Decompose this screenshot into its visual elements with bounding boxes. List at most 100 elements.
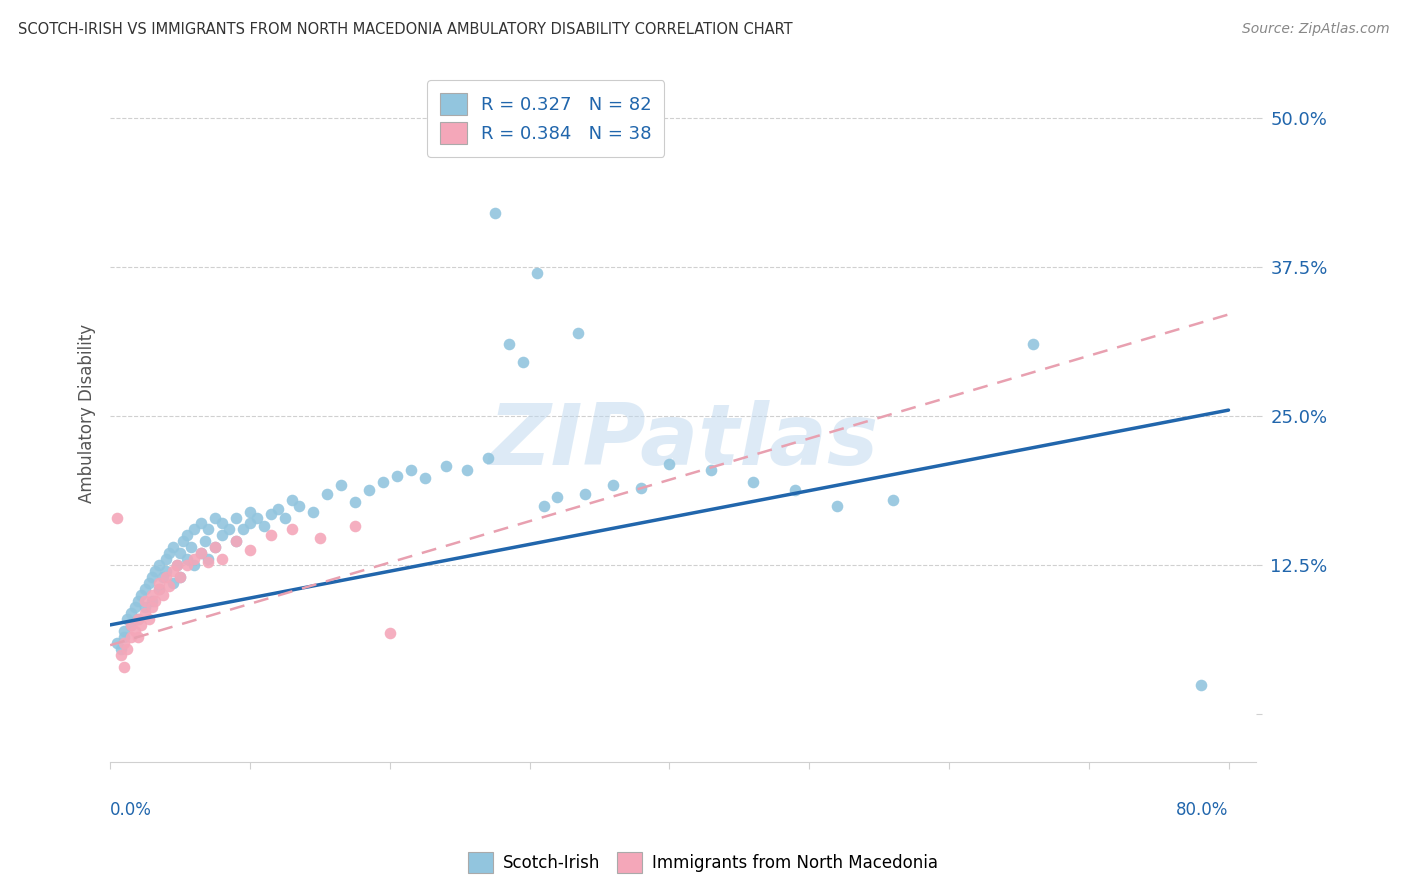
Point [134,594,156,608]
Point [176,552,198,566]
Point [825,499,848,513]
Point [477,450,499,465]
Point [239,542,262,557]
Point [190,546,212,560]
Point [567,326,589,340]
Point [148,576,170,591]
Point [129,618,152,632]
Point [218,523,240,537]
Point [143,564,166,578]
Point [134,599,156,614]
Point [110,641,132,656]
Point [127,630,149,644]
Point [204,541,226,555]
Point [141,599,163,614]
Point [434,459,457,474]
Point [105,510,128,524]
Point [315,486,337,500]
Point [138,576,160,591]
Point [211,516,233,531]
Point [456,463,478,477]
Point [204,541,226,555]
Point [183,558,205,573]
Point [169,546,191,560]
Point [399,463,422,477]
Text: ZIPatlas: ZIPatlas [488,400,879,483]
Point [124,599,146,614]
Point [152,570,174,584]
Point [134,606,156,620]
Point [120,606,142,620]
Point [246,510,269,524]
Point [129,588,152,602]
Point [112,630,135,644]
Point [225,510,247,524]
Point [630,481,652,495]
Point [176,558,198,573]
Point [378,626,401,640]
Point [155,552,177,566]
Legend: Scotch-Irish, Immigrants from North Macedonia: Scotch-Irish, Immigrants from North Mace… [461,846,945,880]
Y-axis label: Ambulatory Disability: Ambulatory Disability [79,324,96,503]
Point [183,552,205,566]
Point [211,528,233,542]
Point [141,588,163,602]
Point [124,624,146,638]
Point [533,499,555,513]
Point [148,582,170,596]
Point [148,582,170,596]
Point [112,624,135,638]
Point [512,355,534,369]
Point [141,594,163,608]
Point [260,507,283,521]
Point [526,266,548,280]
Point [197,523,219,537]
Point [343,495,366,509]
Point [105,636,128,650]
Point [232,523,254,537]
Point [190,546,212,560]
Point [547,490,569,504]
Point [281,523,304,537]
Point [152,588,174,602]
Point [162,576,184,591]
Point [225,534,247,549]
Point [204,510,226,524]
Point [357,483,380,497]
Point [141,570,163,584]
Point [343,519,366,533]
Point [253,519,276,533]
Point [197,555,219,569]
Point [785,483,807,497]
Text: Source: ZipAtlas.com: Source: ZipAtlas.com [1241,22,1389,37]
Point [148,558,170,573]
Point [239,504,262,518]
Point [162,541,184,555]
Text: 0.0%: 0.0% [110,801,152,819]
Point [169,570,191,584]
Point [157,578,180,592]
Point [166,558,188,573]
Text: 80.0%: 80.0% [1177,801,1229,819]
Point [127,612,149,626]
Point [288,499,311,513]
Legend: R = 0.327   N = 82, R = 0.384   N = 38: R = 0.327 N = 82, R = 0.384 N = 38 [427,80,665,157]
Point [742,475,765,489]
Point [183,523,205,537]
Point [197,552,219,566]
Point [329,478,352,492]
Point [882,492,904,507]
Point [127,594,149,608]
Point [120,618,142,632]
Point [176,528,198,542]
Point [602,478,624,492]
Point [498,337,520,351]
Point [115,641,138,656]
Point [1189,677,1212,691]
Point [281,492,304,507]
Point [180,541,202,555]
Point [169,570,191,584]
Point [162,564,184,578]
Text: SCOTCH-IRISH VS IMMIGRANTS FROM NORTH MACEDONIA AMBULATORY DISABILITY CORRELATIO: SCOTCH-IRISH VS IMMIGRANTS FROM NORTH MA… [18,22,793,37]
Point [112,636,135,650]
